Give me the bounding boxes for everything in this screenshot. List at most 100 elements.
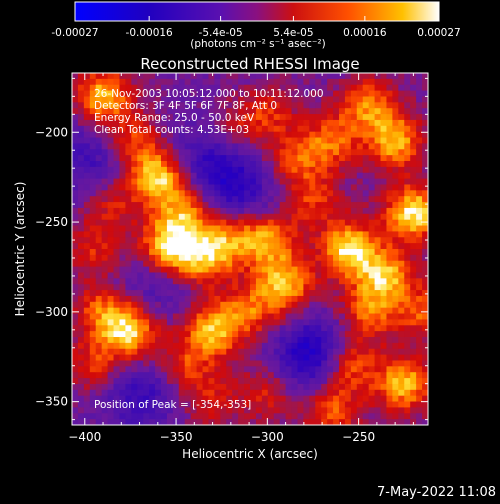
heatmap-cell	[125, 207, 132, 215]
heatmap-cell	[362, 149, 370, 156]
heatmap-cell	[238, 84, 245, 91]
heatmap-cell	[83, 137, 91, 144]
heatmap-cell	[172, 348, 180, 355]
heatmap-cell	[196, 131, 203, 138]
heatmap-cell	[155, 407, 162, 414]
heatmap-cell	[327, 84, 334, 91]
heatmap-cell	[95, 337, 103, 344]
heatmap-cell	[291, 266, 298, 273]
heatmap-cell	[244, 190, 251, 197]
heatmap-cell	[321, 337, 328, 344]
heatmap-cell	[422, 331, 428, 338]
heatmap-cell	[344, 237, 352, 244]
heatmap-cell	[72, 231, 79, 238]
heatmap-cell	[404, 84, 411, 91]
heatmap-cell	[238, 278, 245, 285]
heatmap-cell	[255, 413, 263, 420]
heatmap-cell	[410, 331, 417, 338]
heatmap-cell	[273, 149, 281, 156]
heatmap-cell	[95, 366, 103, 373]
heatmap-cell	[285, 178, 292, 185]
heatmap-cell	[327, 225, 334, 232]
heatmap-cell	[89, 108, 97, 115]
heatmap-cell	[83, 290, 91, 297]
heatmap-cell	[291, 360, 298, 367]
heatmap-cell	[285, 325, 292, 332]
heatmap-cell	[137, 161, 144, 168]
heatmap-cell	[77, 155, 85, 162]
heatmap-cell	[261, 266, 269, 273]
heatmap-cell	[374, 260, 381, 267]
heatmap-cell	[303, 108, 310, 115]
heatmap-cell	[386, 272, 393, 279]
heatmap-cell	[315, 184, 322, 191]
heatmap-cell	[220, 73, 227, 80]
heatmap-cell	[107, 184, 114, 191]
heatmap-cell	[196, 143, 203, 150]
heatmap-cell	[178, 407, 186, 414]
heatmap-cell	[356, 196, 364, 203]
heatmap-cell	[238, 131, 245, 138]
heatmap-cell	[208, 213, 215, 221]
heatmap-cell	[404, 243, 411, 250]
heatmap-cell	[178, 395, 186, 402]
heatmap-cell	[72, 319, 79, 326]
heatmap-cell	[392, 319, 399, 326]
heatmap-cell	[172, 284, 180, 291]
heatmap-cell	[315, 278, 322, 285]
heatmap-cell	[327, 378, 334, 385]
heatmap-cell	[72, 337, 79, 344]
heatmap-cell	[362, 278, 370, 285]
heatmap-cell	[315, 155, 322, 162]
heatmap-cell	[416, 389, 423, 397]
heatmap-cell	[113, 407, 120, 414]
heatmap-cell	[131, 260, 138, 267]
heatmap-cell	[368, 119, 375, 127]
heatmap-cell	[261, 389, 269, 397]
heatmap-cell	[273, 249, 281, 256]
heatmap-cell	[113, 401, 120, 408]
heatmap-cell	[113, 149, 120, 156]
heatmap-cell	[267, 102, 275, 109]
heatmap-cell	[368, 137, 375, 144]
heatmap-cell	[196, 196, 203, 203]
heatmap-cell	[321, 207, 328, 215]
heatmap-cell	[333, 260, 340, 267]
heatmap-cell	[208, 119, 215, 127]
heatmap-cell	[101, 266, 108, 273]
heatmap-cell	[226, 389, 233, 397]
heatmap-cell	[333, 219, 340, 226]
heatmap-cell	[214, 307, 221, 314]
heatmap-cell	[410, 290, 417, 297]
heatmap-cell	[208, 348, 215, 355]
heatmap-cell	[178, 354, 186, 361]
heatmap-cell	[386, 172, 393, 179]
heatmap-cell	[119, 73, 126, 80]
heatmap-cell	[327, 360, 334, 367]
heatmap-cell	[267, 231, 275, 238]
heatmap-cell	[422, 96, 428, 103]
heatmap-cell	[190, 143, 197, 150]
heatmap-cell	[410, 202, 417, 209]
heatmap-cell	[368, 348, 375, 355]
heatmap-cell	[333, 108, 340, 115]
heatmap-cell	[214, 284, 221, 291]
heatmap-cell	[368, 237, 375, 244]
heatmap-cell	[380, 166, 387, 174]
heatmap-cell	[392, 372, 399, 379]
heatmap-cell	[267, 319, 275, 326]
heatmap-cell	[250, 395, 257, 402]
heatmap-cell	[321, 155, 328, 162]
heatmap-cell	[315, 137, 322, 144]
heatmap-cell	[350, 401, 358, 408]
heatmap-cell	[113, 114, 120, 121]
heatmap-cell	[178, 307, 186, 314]
heatmap-cell	[83, 313, 91, 320]
heatmap-cell	[303, 207, 310, 215]
heatmap-cell	[83, 395, 91, 402]
heatmap-cell	[410, 172, 417, 179]
heatmap-cell	[107, 419, 114, 425]
heatmap-cell	[125, 137, 132, 144]
heatmap-cell	[380, 84, 387, 91]
heatmap-cell	[238, 166, 245, 174]
